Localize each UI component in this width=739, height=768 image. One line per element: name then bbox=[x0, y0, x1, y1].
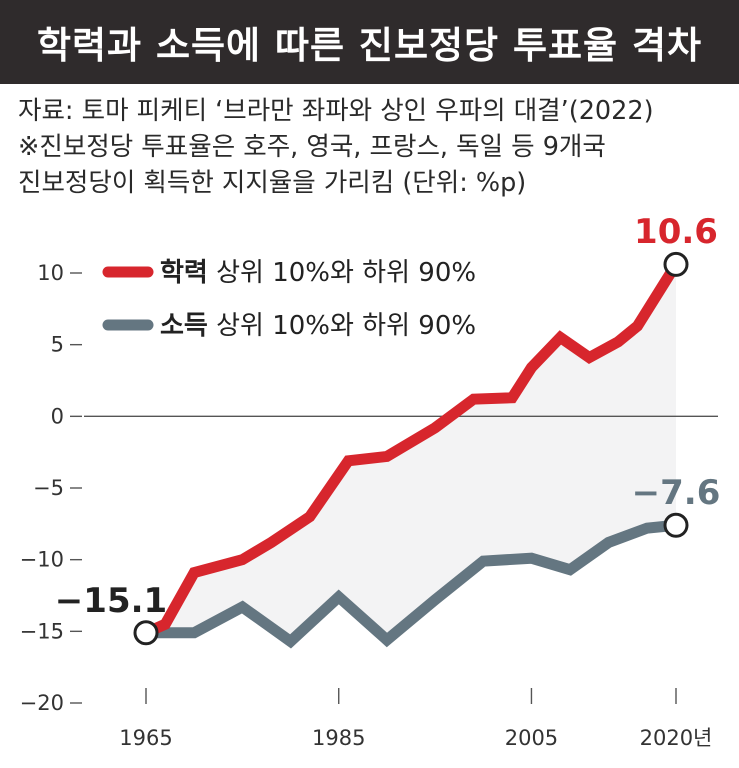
legend-series-name: 학력 bbox=[160, 258, 208, 288]
y-tick-label: −5 bbox=[33, 476, 64, 500]
definition-note: ※진보정당 투표율은 호주, 영국, 프랑스, 독일 등 9개국 bbox=[18, 132, 606, 162]
x-tick-label: 2020년 bbox=[640, 726, 713, 750]
source-note: 자료: 토마 피케티 ‘브라만 좌파와 상인 우파의 대결’(2022) bbox=[18, 96, 654, 126]
y-tick-label: 10 bbox=[37, 261, 64, 285]
legend-label-education: 학력 상위 10%와 하위 90% bbox=[160, 258, 476, 288]
x-tick-label: 2005 bbox=[505, 726, 558, 750]
y-tick-label: −15 bbox=[20, 619, 64, 643]
legend-label-income: 소득 상위 10%와 하위 90% bbox=[160, 311, 476, 341]
annotations: −15.1 10.6 −7.6 bbox=[55, 212, 721, 621]
income-end-marker bbox=[663, 512, 689, 538]
axes: 10 5 0 −5 −10 −15 −20 1965 1985 2005 2020년 bbox=[20, 261, 718, 750]
income-end-value-label: −7.6 bbox=[632, 473, 721, 513]
x-tick-label: 1985 bbox=[312, 726, 365, 750]
legend-series-desc: 상위 10%와 하위 90% bbox=[208, 311, 476, 341]
legend-series-desc: 상위 10%와 하위 90% bbox=[208, 258, 476, 288]
education-end-marker bbox=[663, 251, 689, 277]
y-tick-label: 0 bbox=[51, 404, 64, 428]
series-line-education bbox=[143, 261, 681, 638]
definition-note-continued: 진보정당이 획득한 지지율을 가리킴 (단위: %p) bbox=[18, 168, 527, 198]
series-line-income bbox=[146, 519, 677, 649]
y-tick-label: −20 bbox=[20, 691, 64, 715]
chart-title: 학력과 소득에 따른 진보정당 투표율 격차 bbox=[0, 0, 739, 84]
x-tick-label: 1965 bbox=[119, 726, 172, 750]
legend: 학력 상위 10%와 하위 90%소득 상위 10%와 하위 90% bbox=[102, 258, 476, 341]
y-tick-label: −10 bbox=[20, 548, 64, 572]
start-value-label: −15.1 bbox=[55, 581, 167, 621]
education-end-value-label: 10.6 bbox=[634, 212, 718, 252]
y-tick-label: 5 bbox=[51, 333, 64, 357]
series-lines bbox=[143, 261, 681, 649]
legend-series-name: 소득 bbox=[160, 311, 208, 341]
start-marker bbox=[133, 620, 159, 646]
endpoint-markers bbox=[133, 251, 689, 646]
